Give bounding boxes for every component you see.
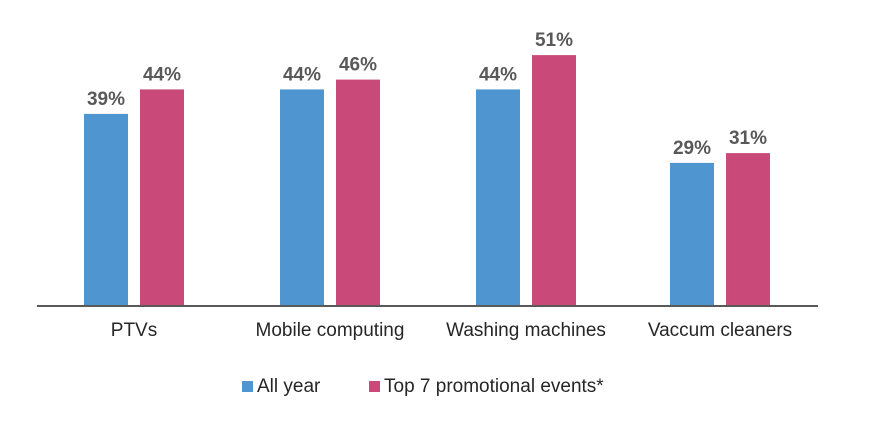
- bar-washing-machines-all-year: [476, 89, 520, 306]
- value-labels-group: 39% 44% 44% 46% 44% 51% 29% 31%: [87, 30, 767, 159]
- bar-vaccum-cleaners-top-7-promotional-events: [726, 153, 770, 305]
- value-label-mobile-computing-all-year: 44%: [283, 64, 321, 85]
- category-label-mobile-computing: Mobile computing: [256, 320, 405, 341]
- category-label-washing-machines: Washing machines: [446, 320, 606, 341]
- bar-vaccum-cleaners-all-year: [670, 162, 714, 305]
- value-label-mobile-computing-top-7-promotional-events: 46%: [339, 55, 377, 76]
- bars-group: [84, 55, 770, 306]
- value-label-washing-machines-all-year: 44%: [479, 64, 517, 85]
- legend-swatch-top-7-promotional-events: [369, 381, 380, 392]
- value-label-vaccum-cleaners-top-7-promotional-events: 31%: [729, 128, 767, 149]
- bar-washing-machines-top-7-promotional-events: [532, 55, 576, 305]
- legend-swatch-all-year: [242, 381, 253, 392]
- value-label-vaccum-cleaners-all-year: 29%: [673, 138, 711, 159]
- legend-label-all-year: All year: [257, 376, 321, 397]
- bar-ptvs-all-year: [84, 113, 128, 306]
- legend-label-top-7-promotional-events: Top 7 promotional events*: [384, 376, 604, 397]
- category-labels-group: PTVs Mobile computing Washing machines Vacc…: [111, 320, 792, 341]
- bar-mobile-computing-all-year: [280, 89, 324, 306]
- category-label-vaccum-cleaners: Vaccum cleaners: [648, 320, 792, 341]
- bar-ptvs-top-7-promotional-events: [140, 89, 184, 306]
- bar-mobile-computing-top-7-promotional-events: [336, 79, 380, 305]
- value-label-ptvs-top-7-promotional-events: 44%: [143, 64, 181, 85]
- value-label-ptvs-all-year: 39%: [87, 89, 125, 110]
- value-label-washing-machines-top-7-promotional-events: 51%: [535, 30, 573, 51]
- legend: All year Top 7 promotional events*: [242, 376, 604, 397]
- category-label-ptvs: PTVs: [111, 320, 157, 341]
